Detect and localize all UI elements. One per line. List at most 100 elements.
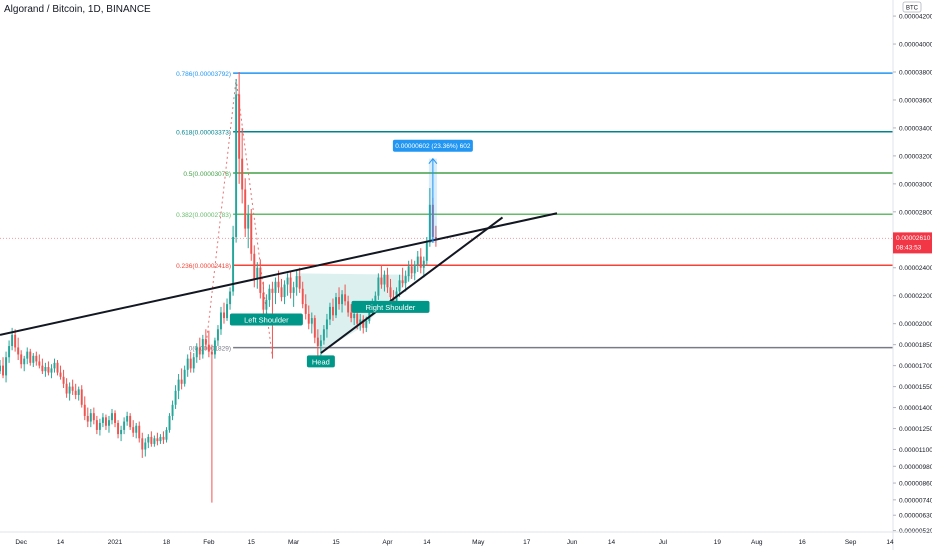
candle-body[interactable] [322,329,325,341]
candle-body[interactable] [377,277,380,296]
candle-body[interactable] [0,365,1,372]
candle-body[interactable] [80,389,83,405]
candle-body[interactable] [71,386,74,391]
candle-body[interactable] [416,256,419,265]
candle-body[interactable] [8,346,11,358]
candle-body[interactable] [283,284,286,298]
candle-body[interactable] [401,280,404,284]
candle-body[interactable] [295,276,298,288]
candle-body[interactable] [356,313,359,324]
candle-body[interactable] [32,355,35,363]
candle-body[interactable] [259,267,262,293]
candle-body[interactable] [362,319,365,328]
candle-body[interactable] [380,277,383,285]
candle-body[interactable] [374,295,377,303]
candle-body[interactable] [53,362,56,369]
candle-body[interactable] [389,287,392,298]
candle-body[interactable] [304,304,307,314]
candle-body[interactable] [268,288,271,300]
candle-body[interactable] [17,347,20,355]
candle-body[interactable] [153,438,156,444]
candle-body[interactable] [353,313,356,319]
candle-body[interactable] [365,320,368,328]
candle-body[interactable] [325,319,328,330]
candle-body[interactable] [207,344,210,352]
candle-body[interactable] [422,260,425,268]
candle-body[interactable] [347,301,350,313]
candle-body[interactable] [101,417,104,423]
candle-body[interactable] [83,404,86,416]
candle-body[interactable] [11,334,14,347]
candle-body[interactable] [404,276,407,284]
support-trendline[interactable] [320,216,504,354]
candle-body[interactable] [195,347,198,358]
candle-body[interactable] [120,429,123,435]
candle-body[interactable] [141,438,144,450]
candle-body[interactable] [407,266,410,277]
candle-body[interactable] [328,306,331,320]
candle-body[interactable] [253,253,256,279]
candle-body[interactable] [192,357,195,369]
candle-body[interactable] [111,413,113,421]
candle-body[interactable] [14,334,17,348]
candle-body[interactable] [44,367,47,372]
candle-body[interactable] [316,337,319,347]
candle-body[interactable] [226,304,229,319]
candle-body[interactable] [335,297,337,316]
candle-body[interactable] [383,274,386,285]
candle-body[interactable] [313,318,316,338]
candle-body[interactable] [23,358,26,365]
candle-body[interactable] [68,386,71,394]
candle-body[interactable] [50,368,53,373]
candle-body[interactable] [74,390,77,395]
candle-body[interactable] [62,376,65,384]
candle-body[interactable] [104,417,107,426]
candle-body[interactable] [235,94,238,237]
candle-body[interactable] [156,438,159,442]
candle-body[interactable] [274,281,277,293]
candle-body[interactable] [277,281,280,288]
candle-body[interactable] [177,379,180,391]
candle-body[interactable] [126,415,129,422]
candle-body[interactable] [410,266,413,274]
candle-body[interactable] [265,299,268,310]
candle-body[interactable] [213,340,216,355]
candle-body[interactable] [289,277,292,293]
candle-body[interactable] [298,276,301,289]
candle-body[interactable] [386,274,389,288]
candle-body[interactable] [162,436,165,440]
candle-body[interactable] [262,292,265,310]
candle-body[interactable] [250,214,253,254]
candle-body[interactable] [419,256,422,268]
candle-body[interactable] [204,339,207,345]
candle-body[interactable] [307,313,310,324]
candle-body[interactable] [168,415,171,430]
candle-body[interactable] [89,413,92,422]
candle-body[interactable] [341,294,344,305]
candle-body[interactable] [210,351,213,355]
candle-body[interactable] [238,94,241,159]
candle-body[interactable] [198,347,201,355]
candle-body[interactable] [301,288,304,305]
candle-body[interactable] [201,339,204,355]
candle-body[interactable] [98,422,101,430]
candle-body[interactable] [132,427,135,433]
candle-body[interactable] [350,312,353,319]
candle-body[interactable] [338,297,341,305]
candle-body[interactable] [20,354,23,365]
symbol-title[interactable]: Algorand / Bitcoin, 1D, BINANCE [4,4,151,15]
candle-body[interactable] [219,312,222,330]
candle-body[interactable] [144,442,147,450]
candle-body[interactable] [38,361,41,366]
candle-body[interactable] [359,319,362,324]
candle-body[interactable] [183,369,186,384]
candle-body[interactable] [165,429,168,440]
candle-body[interactable] [189,358,192,369]
candle-body[interactable] [428,204,431,243]
candle-body[interactable] [271,288,274,293]
candle-body[interactable] [331,306,334,316]
candle-body[interactable] [398,280,401,292]
candle-body[interactable] [123,421,126,430]
